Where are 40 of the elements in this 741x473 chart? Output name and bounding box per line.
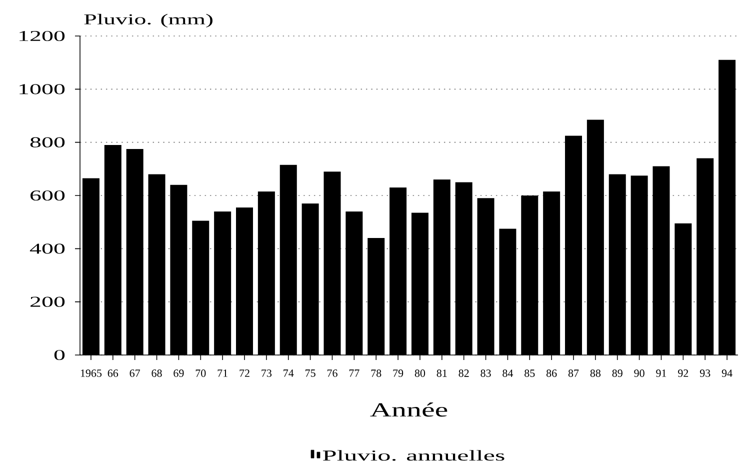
y-tick-label: 0 [54,350,65,360]
x-tick-label: 93 [700,370,710,377]
y-tick-label: 1000 [20,84,65,94]
x-tick-label: 74 [284,370,294,377]
x-tick-label: 87 [568,370,579,377]
x-tick-label: 79 [393,370,404,377]
legend-label: Pluvio. annuelles [322,450,504,461]
x-tick-label: 1965 [80,370,102,377]
y-tick-label: 800 [30,137,65,148]
x-tick-label: 76 [327,370,338,377]
x-tick-label: 68 [152,370,162,377]
y-tick-label: 600 [30,190,65,201]
y-tick-label: 400 [30,244,65,254]
x-tick-label: 77 [349,370,360,377]
x-tick-label: 70 [196,370,206,377]
y-tick-label: 1200 [20,30,65,42]
x-tick-label: 66 [108,370,118,377]
x-axis-title: Année [370,402,448,417]
x-tick-label: 94 [722,370,732,377]
x-tick-label: 84 [502,370,514,377]
x-tick-label: 73 [262,370,272,377]
x-tick-label: 85 [524,370,535,377]
x-tick-label: 81 [436,370,447,377]
y-axis-title: Pluvio. (mm) [84,14,212,28]
x-tick-label: 80 [414,370,426,377]
x-tick-label: 91 [656,370,666,377]
x-tick-label: 82 [458,370,469,377]
x-tick-label: 69 [174,370,184,377]
x-tick-label: 67 [130,370,140,377]
x-tick-label: 83 [480,370,491,377]
x-tick-label: 90 [634,370,644,377]
x-tick-label: 78 [371,370,382,377]
x-tick-label: 92 [678,370,688,377]
x-tick-label: 88 [590,370,601,377]
x-tick-label: 71 [218,370,228,377]
x-tick-label: 72 [240,370,250,377]
x-tick-label: 86 [546,370,557,377]
x-tick-label: 89 [612,370,622,377]
x-tick-label: 75 [306,370,316,377]
y-tick-label: 200 [30,296,65,307]
